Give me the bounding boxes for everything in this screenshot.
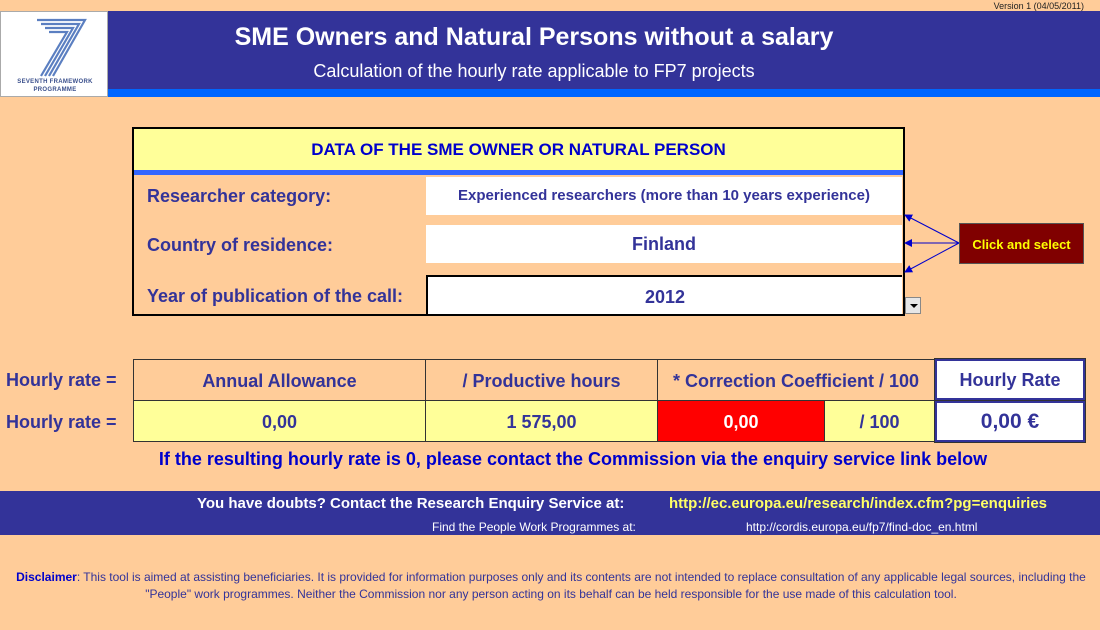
disclaimer-text: : This tool is aimed at assisting benefi…	[76, 570, 1086, 601]
year-select[interactable]: 2012	[426, 275, 902, 316]
country-label: Country of residence:	[147, 235, 334, 255]
per-hundred-label: / 100	[824, 400, 935, 442]
hourly-rate-value-label: Hourly rate =	[6, 412, 117, 432]
hourly-rate-header-label: Hourly rate =	[6, 370, 117, 390]
researcher-category-select[interactable]: Experienced researchers (more than 10 ye…	[426, 177, 902, 215]
version-label: Version 1 (04/05/2011)	[993, 1, 1084, 11]
people-programmes-link[interactable]: http://cordis.europa.eu/fp7/find-doc_en.…	[746, 520, 978, 534]
hourly-rate-result-header: Hourly Rate	[934, 358, 1086, 401]
country-select[interactable]: Finland	[426, 225, 902, 263]
pointer-arrows-icon	[904, 214, 960, 273]
header: SEVENTH FRAMEWORK PROGRAMME SME Owners a…	[0, 11, 1100, 97]
contact-label: You have doubts? Contact the Research En…	[197, 495, 625, 512]
disclaimer-label: Disclaimer	[16, 570, 77, 584]
productive-hours-value: 1 575,00	[425, 400, 658, 442]
contact-band: You have doubts? Contact the Research En…	[0, 491, 1100, 535]
header-stripe	[108, 89, 1100, 97]
dropdown-arrow-icon[interactable]	[905, 297, 921, 314]
data-section-stripe	[134, 170, 903, 175]
zero-rate-note: If the resulting hourly rate is 0, pleas…	[158, 449, 988, 469]
fp7-logo: SEVENTH FRAMEWORK PROGRAMME	[0, 11, 108, 97]
header-band	[108, 11, 1100, 89]
data-section-heading: DATA OF THE SME OWNER OR NATURAL PERSON	[134, 129, 903, 170]
page-title: SME Owners and Natural Persons without a…	[234, 23, 834, 51]
correction-coefficient-value: 0,00	[657, 400, 825, 442]
data-section: DATA OF THE SME OWNER OR NATURAL PERSON …	[132, 127, 905, 316]
enquiry-service-link[interactable]: http://ec.europa.eu/research/index.cfm?p…	[669, 495, 1048, 512]
people-programmes-label: Find the People Work Programmes at:	[432, 520, 636, 534]
year-label: Year of publication of the call:	[147, 286, 404, 306]
correction-coefficient-header: * Correction Coefficient / 100	[657, 359, 935, 401]
logo-caption-line1: SEVENTH FRAMEWORK	[17, 79, 93, 85]
fp7-logo-icon	[37, 18, 87, 77]
hourly-rate-result-value: 0,00 €	[934, 400, 1086, 443]
annual-allowance-header: Annual Allowance	[133, 359, 426, 401]
researcher-category-label: Researcher category:	[147, 186, 332, 206]
productive-hours-header: / Productive hours	[425, 359, 658, 401]
annual-allowance-value: 0,00	[133, 400, 426, 442]
disclaimer: Disclaimer: This tool is aimed at assist…	[4, 569, 1098, 603]
click-and-select-button[interactable]: Click and select	[959, 223, 1084, 264]
page-subtitle: Calculation of the hourly rate applicabl…	[313, 61, 755, 81]
logo-caption-line2: PROGRAMME	[33, 87, 77, 93]
